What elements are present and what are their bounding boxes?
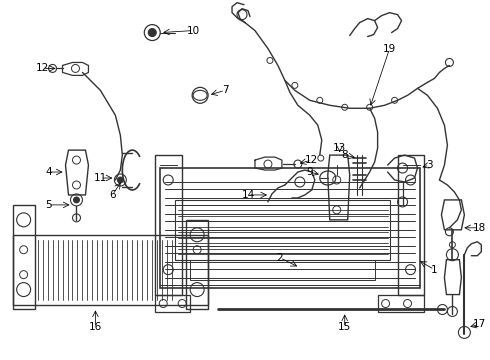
Text: 17: 17 (473, 319, 486, 329)
Text: 16: 16 (89, 323, 102, 332)
Circle shape (118, 177, 123, 183)
Text: 18: 18 (473, 223, 486, 233)
Circle shape (148, 28, 156, 37)
Text: 12: 12 (36, 63, 49, 73)
Text: 15: 15 (338, 323, 351, 332)
Text: 14: 14 (242, 190, 255, 200)
Text: 12: 12 (305, 155, 318, 165)
Text: 9: 9 (307, 167, 313, 177)
Text: 7: 7 (222, 85, 228, 95)
Text: 8: 8 (342, 150, 348, 160)
Text: 5: 5 (45, 200, 52, 210)
Text: 19: 19 (383, 44, 396, 54)
Text: 3: 3 (426, 160, 433, 170)
Text: 11: 11 (94, 173, 107, 183)
Text: 13: 13 (333, 143, 346, 153)
Bar (175, 200, 390, 260)
Bar (190, 260, 375, 280)
Text: 10: 10 (187, 26, 200, 36)
Text: 2: 2 (276, 253, 283, 263)
Text: 6: 6 (109, 190, 116, 200)
Text: 1: 1 (431, 265, 438, 275)
Text: 4: 4 (45, 167, 52, 177)
Circle shape (74, 197, 79, 203)
